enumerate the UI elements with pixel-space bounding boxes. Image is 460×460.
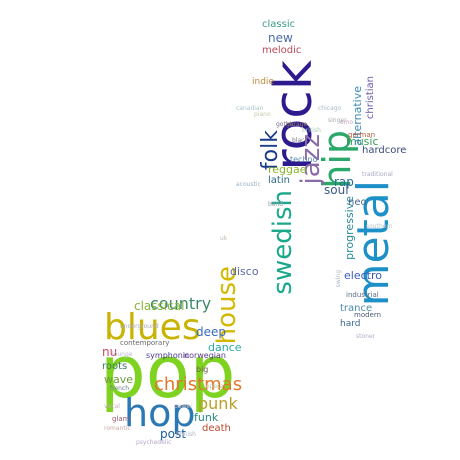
word-death: death xyxy=(202,423,231,434)
word-finnish: finnish xyxy=(176,431,196,438)
word-rap: rap xyxy=(334,175,354,189)
word-emo: emo xyxy=(340,119,354,126)
word-christian: christian xyxy=(365,76,376,120)
word-power: power xyxy=(174,403,193,410)
word-soul: soul xyxy=(324,183,349,197)
word-black: black xyxy=(292,137,308,144)
word-symphonic: symphonic xyxy=(146,351,190,360)
word-funk: funk xyxy=(194,411,219,424)
word-punk: punk xyxy=(198,394,238,413)
word-hardcore: hardcore xyxy=(362,145,407,156)
word-indie: indie xyxy=(252,77,274,87)
word-trance: trance xyxy=(340,303,373,314)
word-electro: electro xyxy=(344,269,382,282)
word-melodic: melodic xyxy=(262,45,302,56)
word-hop: hop xyxy=(124,391,196,435)
word-disco: disco xyxy=(230,265,259,278)
word-piano: piano xyxy=(254,111,271,118)
word-uk: uk xyxy=(220,235,228,242)
word-contemporary: contemporary xyxy=(120,339,170,347)
word-classic: classic xyxy=(262,19,296,30)
word-traditional: traditional xyxy=(362,171,393,178)
word-christmas: christmas xyxy=(154,374,243,395)
word-techno: techno xyxy=(290,155,318,164)
word-reggae: reggae xyxy=(268,163,307,176)
word-psychedelic: psychedelic xyxy=(136,439,172,446)
word-industrial: industrial xyxy=(346,291,379,299)
word-opera: opera xyxy=(206,383,224,390)
word-latin: latin xyxy=(268,175,290,186)
word-nu: nu xyxy=(102,345,118,359)
word-chicago: chicago xyxy=(318,105,342,112)
word-southern: southern xyxy=(366,223,393,230)
word-music: music xyxy=(346,135,379,148)
word-blues: blues xyxy=(104,307,201,348)
word-country: country xyxy=(150,294,212,313)
word-pop: pop xyxy=(100,330,236,414)
word-french: french xyxy=(110,385,130,392)
word-stoner: stoner xyxy=(356,333,376,340)
word-wave: wave xyxy=(104,373,134,386)
word-romantic: romantic xyxy=(104,425,131,432)
word-modern: modern xyxy=(354,311,382,319)
word-norwegian: norwegian xyxy=(184,351,226,360)
word-new: new xyxy=(268,31,293,45)
word-garage: garage xyxy=(286,121,308,128)
word-swing: swing xyxy=(335,270,342,288)
word-canadian: canadian xyxy=(236,105,264,112)
word-german: german xyxy=(348,131,376,139)
word-singer: singer xyxy=(328,117,347,124)
word-neo: neo xyxy=(348,197,367,208)
word-dance: dance xyxy=(208,341,242,354)
word-underground: underground xyxy=(120,323,159,330)
word-hard: hard xyxy=(340,319,361,329)
word-classical: classical xyxy=(134,299,185,313)
word-acoustic: acoustic xyxy=(236,181,261,188)
word-band: band xyxy=(268,201,284,208)
word-roots: roots xyxy=(102,361,128,372)
word-vocal: vocal xyxy=(104,403,120,410)
word-deep: deep xyxy=(196,325,226,339)
word-glam: glam xyxy=(112,415,130,423)
word-british: british xyxy=(302,127,321,134)
word-big: big xyxy=(196,365,209,374)
word-gothic: gothic xyxy=(276,121,295,128)
word-lounge: lounge xyxy=(112,351,133,358)
word-post: post xyxy=(160,427,186,441)
